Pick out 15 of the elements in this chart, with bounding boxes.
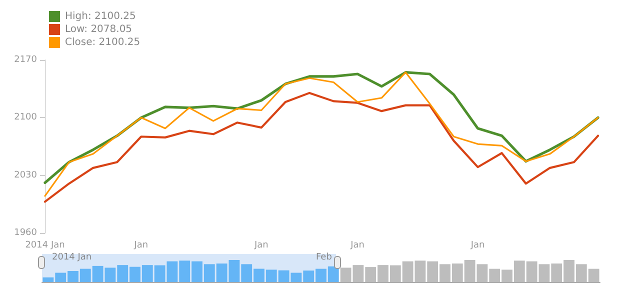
- annotation: 2014 Jan: [52, 252, 92, 262]
- x-tick-label: Jan: [350, 240, 365, 250]
- x-tick-label: Jan: [253, 240, 268, 250]
- line-series: [44, 92, 600, 203]
- legend-label: Close: 2100.25: [65, 37, 140, 48]
- y-tick-label: 2170: [14, 55, 38, 65]
- y-tick-label: 1960: [14, 228, 38, 238]
- x-tick-label: Jan: [470, 240, 485, 250]
- legend-label: High: 2100.25: [65, 11, 136, 22]
- legend-label: Low: 2078.05: [65, 24, 132, 35]
- y-tick-label: 2030: [14, 170, 38, 180]
- x-tick-label: 2014 Jan: [25, 240, 65, 250]
- annotation: Feb: [316, 252, 332, 262]
- x-tick-label: Jan: [133, 240, 148, 250]
- y-tick-label: 2100: [14, 112, 38, 123]
